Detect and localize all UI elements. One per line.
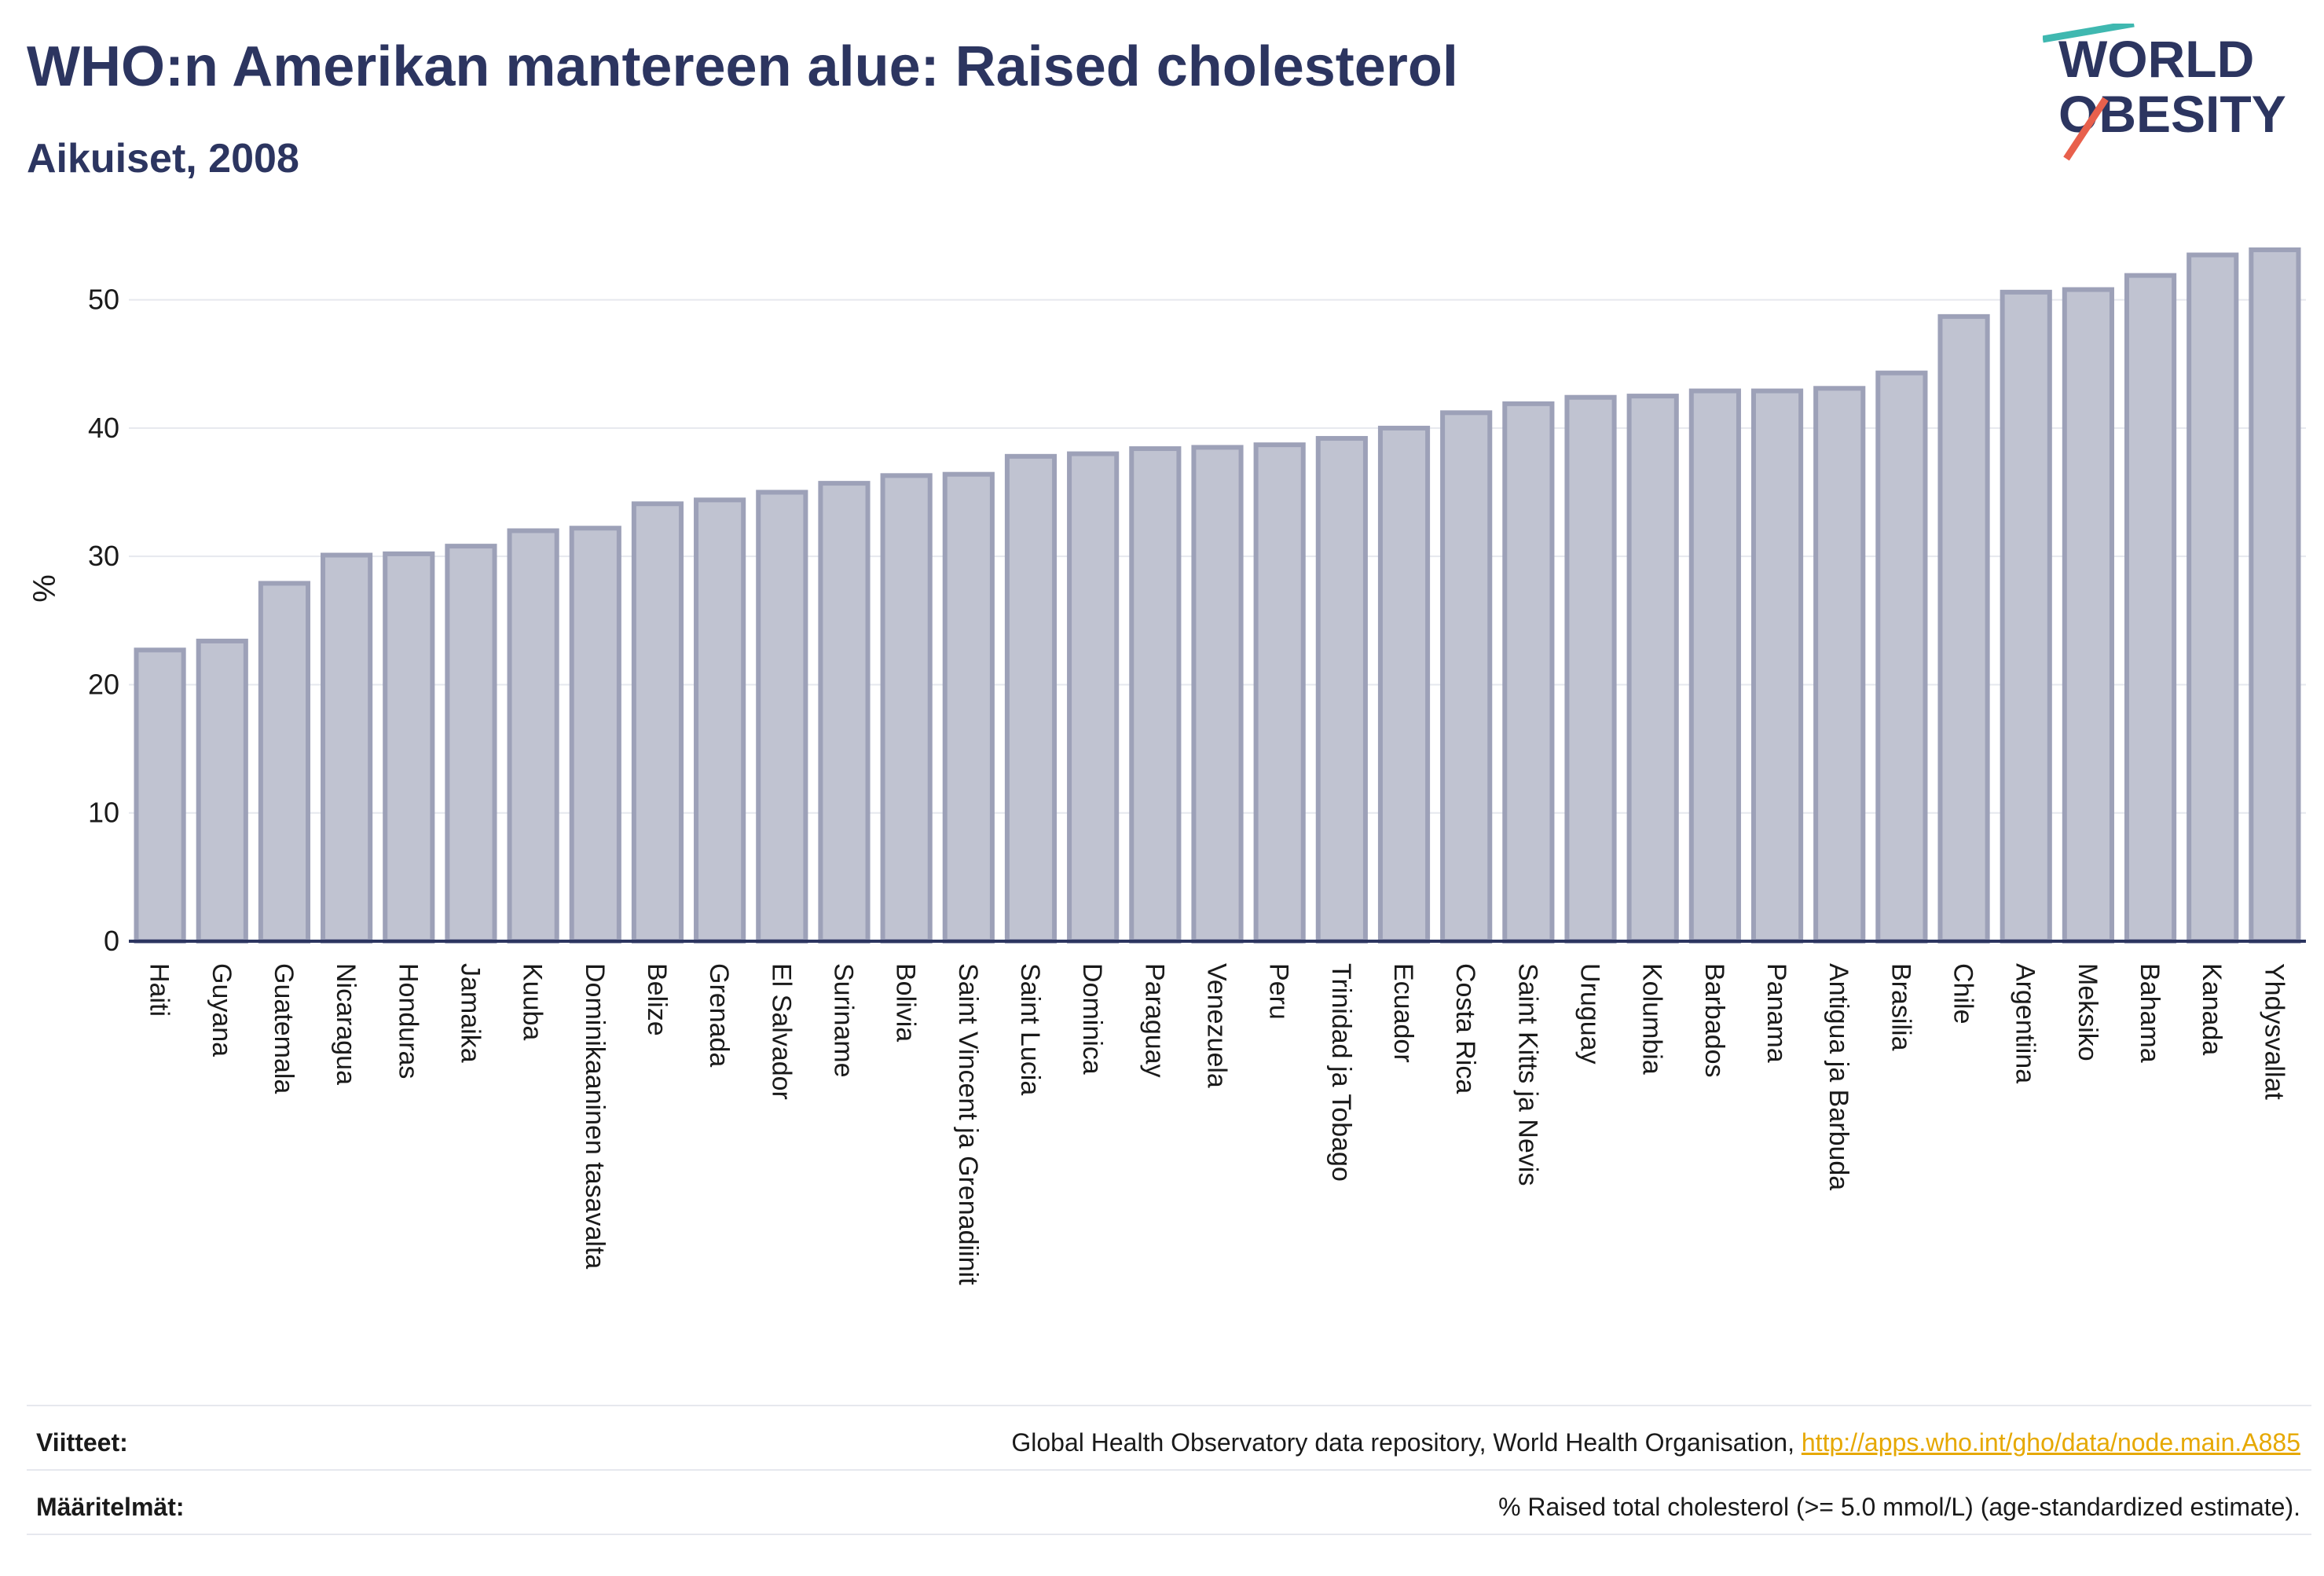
bar — [694, 497, 746, 944]
x-tick-label: Panama — [1761, 963, 1791, 1063]
x-tick-label: Yhdysvallat — [2259, 963, 2289, 1100]
x-tick-label: Barbados — [1699, 963, 1729, 1078]
footer-divider — [27, 1469, 2311, 1471]
x-tick-label: Dominica — [1077, 963, 1107, 1075]
bar — [134, 647, 186, 944]
bar — [818, 481, 871, 944]
bar — [2249, 247, 2301, 944]
bar — [1129, 446, 1182, 944]
x-tick-label: Paraguay — [1139, 963, 1169, 1078]
bar — [258, 581, 311, 944]
bar — [756, 489, 808, 944]
bar — [1315, 435, 1368, 944]
y-tick-label: 0 — [104, 925, 119, 957]
bar — [1626, 394, 1679, 944]
x-tick-label: Venezuela — [1202, 963, 1232, 1088]
bar — [1191, 445, 1244, 944]
footer-divider — [27, 1405, 2311, 1406]
bar — [1750, 388, 1804, 944]
x-tick-label: Saint Vincent ja Grenadiinit — [953, 963, 983, 1285]
bar — [1875, 370, 1928, 944]
sources-label: Viitteet: — [36, 1428, 128, 1457]
y-tick-label: 50 — [88, 284, 119, 316]
x-tick-label: Uruguay — [1575, 963, 1605, 1065]
x-tick-label: Meksiko — [2073, 963, 2102, 1061]
bar — [321, 552, 373, 944]
footer-divider — [27, 1534, 2311, 1535]
bar — [1688, 388, 1741, 944]
bar — [631, 501, 684, 944]
y-axis-label: % — [27, 574, 62, 603]
x-tick-label: Chile — [1948, 963, 1978, 1024]
world-obesity-logo: WORLD OBESITY — [2043, 24, 2286, 161]
x-tick-label: Guyana — [207, 963, 236, 1057]
y-tick-label: 20 — [88, 668, 119, 700]
x-tick-label: Saint Kitts ja Nevis — [1512, 963, 1542, 1186]
bar — [2124, 273, 2177, 944]
sources-value: Global Health Observatory data repositor… — [1011, 1428, 2300, 1457]
x-tick-label: Guatemala — [269, 963, 299, 1094]
bar — [942, 471, 995, 944]
x-tick-label: Belize — [642, 963, 672, 1036]
bar — [1067, 451, 1120, 944]
bar — [1253, 442, 1306, 944]
definitions-value: % Raised total cholesterol (>= 5.0 mmol/… — [1498, 1493, 2300, 1521]
x-tick-label: Honduras — [393, 963, 423, 1079]
x-tick-label: Costa Rica — [1450, 963, 1480, 1094]
bar — [507, 528, 559, 944]
sources-text: Global Health Observatory data repositor… — [1011, 1428, 1802, 1457]
bar — [1813, 386, 1866, 944]
y-tick-label: 10 — [88, 797, 119, 829]
x-tick-label: Ecuador — [1388, 963, 1418, 1063]
x-tick-label: Bahama — [2135, 963, 2165, 1063]
bar — [1937, 313, 1990, 944]
x-tick-label: Peru — [1264, 963, 1294, 1020]
bar — [2000, 289, 2052, 944]
y-tick-label: 30 — [88, 540, 119, 572]
x-tick-label: Nicaragua — [331, 963, 361, 1085]
bar — [1564, 394, 1617, 944]
chart-title: WHO:n Amerikan mantereen alue: Raised ch… — [27, 35, 1458, 98]
x-tick-label: Dominikaaninen tasavalta — [580, 963, 610, 1269]
sources-link[interactable]: http://apps.who.int/gho/data/node.main.A… — [1801, 1428, 2300, 1457]
x-tick-label: El Salvador — [766, 963, 796, 1100]
bar — [569, 526, 621, 944]
x-tick-label: Argentiina — [2011, 963, 2040, 1083]
y-tick-label: 40 — [88, 412, 119, 444]
svg-text:WORLD: WORLD — [2058, 30, 2254, 88]
bar — [2187, 252, 2239, 944]
x-tick-label: Saint Lucia — [1015, 963, 1045, 1095]
bar — [2062, 287, 2114, 944]
x-tick-label: Suriname — [828, 963, 858, 1078]
bar — [383, 551, 435, 944]
x-tick-label: Kanada — [2197, 963, 2227, 1055]
x-tick-label: Kolumbia — [1637, 963, 1667, 1075]
x-tick-label: Bolivia — [891, 963, 921, 1042]
x-tick-label: Trinidad ja Tobago — [1326, 963, 1356, 1182]
bar — [1377, 425, 1431, 944]
definitions-label: Määritelmät: — [36, 1493, 185, 1521]
bar-chart: 0 10 20 30 40 50% Haiti Guyana Guatemala Nicaragu… — [27, 247, 2306, 1285]
bar — [1502, 401, 1555, 944]
chart-subtitle: Aikuiset, 2008 — [27, 136, 299, 181]
x-tick-label: Grenada — [704, 963, 734, 1067]
bar — [445, 544, 497, 944]
bar — [196, 638, 248, 944]
bar — [1440, 410, 1493, 944]
x-tick-label: Brasilia — [1886, 963, 1915, 1051]
x-tick-label: Kuuba — [518, 963, 548, 1040]
bar — [1004, 453, 1058, 944]
x-tick-label: Jamaika — [455, 963, 485, 1063]
bar — [880, 473, 933, 944]
x-tick-label: Haiti — [145, 963, 174, 1017]
x-tick-label: Antigua ja Barbuda — [1824, 963, 1853, 1190]
